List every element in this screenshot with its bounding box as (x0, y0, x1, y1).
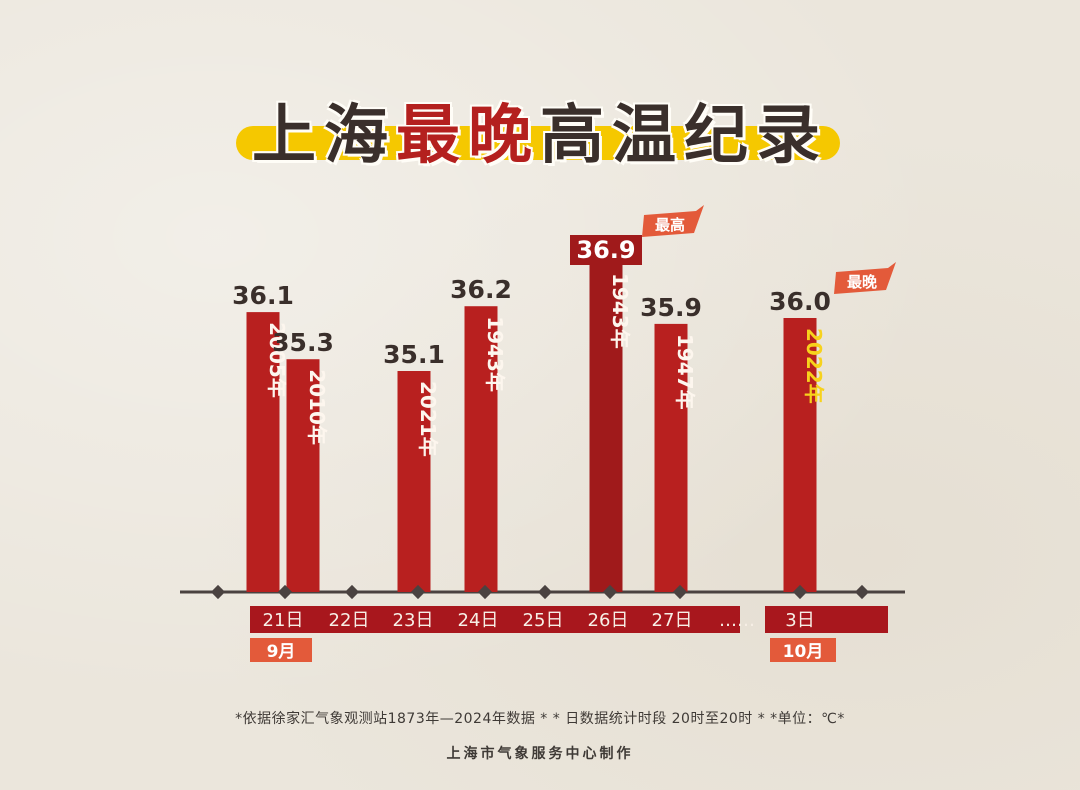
month-label-box (770, 638, 836, 662)
x-tick-label: 22日 (329, 610, 370, 631)
bar (464, 306, 498, 592)
x-tick-label: 23日 (393, 610, 434, 631)
bar-value-label: 35.3 (272, 328, 334, 357)
axis-tick-diamond (537, 584, 553, 600)
bar (286, 359, 320, 592)
axis-tick-diamond (602, 584, 618, 600)
bar-value-label: 35.9 (640, 293, 702, 322)
bar-year-label: 1943年 (608, 273, 632, 349)
bar (246, 312, 280, 592)
title-highlight-band (236, 126, 840, 160)
bar (783, 318, 817, 592)
tag-flag (642, 205, 704, 237)
credit: 上海市气象服务中心制作 (446, 746, 634, 762)
bar (589, 265, 623, 592)
x-tick-label: 21日 (263, 610, 304, 631)
bar-year-label: 1943年 (483, 316, 507, 392)
title-part-1: 上海 (252, 99, 396, 173)
date-band-september (250, 606, 740, 633)
month-label-box (250, 638, 312, 662)
bar-year-label: 2021年 (416, 381, 440, 457)
bar-year-label: 2010年 (305, 369, 329, 445)
x-tick-label: 25日 (523, 610, 564, 631)
month-label: 9月 (267, 642, 296, 662)
max-value-box (570, 235, 642, 265)
axis-tick-diamond (477, 584, 493, 600)
axis-tick-diamond (277, 584, 293, 600)
bar (654, 323, 688, 592)
title-part-2: 最晚 (396, 99, 540, 173)
bar-value-label: 36.2 (450, 275, 512, 304)
title-area: 上海最晚高温纪录 (0, 80, 1080, 173)
axis-tick-diamond (854, 584, 870, 600)
x-tick-label: 27日 (652, 610, 693, 631)
x-tick-label: …… (719, 610, 755, 631)
tag-label: 最晚 (847, 273, 877, 291)
axis-tick-diamond (792, 584, 808, 600)
x-tick-label: 3日 (785, 610, 814, 631)
bar-year-label: 1947年 (673, 334, 697, 410)
axis-tick-diamond (344, 584, 360, 600)
axis-tick-diamond (410, 584, 426, 600)
chart-title: 上海最晚高温纪录 (0, 84, 1080, 176)
title-part-3: 高温纪录 (540, 99, 828, 173)
bar-year-label: 2005年 (265, 322, 289, 398)
bar-value-label: 36.1 (232, 281, 294, 310)
month-label: 10月 (783, 642, 824, 662)
axis-tick-diamond (672, 584, 688, 600)
tag-flag (834, 262, 896, 294)
bar-value-label: 35.1 (383, 340, 445, 369)
bar (397, 371, 431, 592)
bar-value-label: 36.9 (576, 236, 635, 264)
bar-year-label: 2022年 (802, 328, 826, 404)
bar-value-label: 36.0 (769, 287, 831, 316)
footnote: *依据徐家汇气象观测站1873年—2024年数据 * * 日数据统计时段 20时… (235, 711, 845, 727)
date-band-october (765, 606, 888, 633)
tag-label: 最高 (655, 216, 685, 234)
axis-tick-diamond (210, 584, 226, 600)
x-tick-label: 26日 (588, 610, 629, 631)
x-tick-label: 24日 (458, 610, 499, 631)
